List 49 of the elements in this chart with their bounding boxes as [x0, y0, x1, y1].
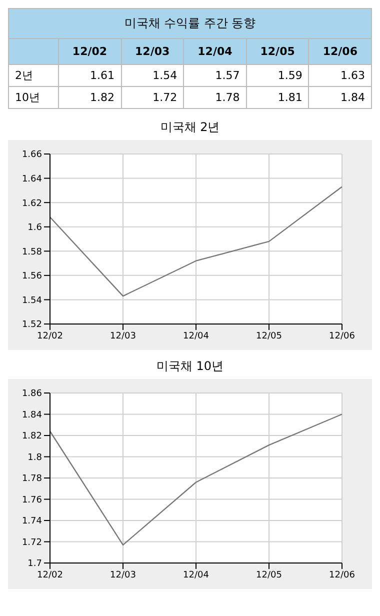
chart-title: 미국채 10년	[155, 358, 225, 375]
data-label: 1.63	[308, 64, 372, 86]
data-label: 1.78	[184, 86, 246, 108]
y-tick-label: 1.6	[28, 223, 42, 234]
y-tick-label: 1.8	[28, 452, 42, 463]
x-tick-label: 12/05	[256, 331, 282, 342]
y-tick-label: 1.72	[22, 538, 42, 548]
data-label: 1.84	[308, 86, 372, 108]
category-label: 12/05	[246, 38, 309, 64]
chart-title: 미국채 2년	[159, 119, 221, 136]
x-tick-label: 12/02	[37, 331, 63, 342]
y-tick-label: 1.74	[22, 516, 42, 527]
y-tick-label: 1.56	[22, 272, 42, 282]
x-tick-label: 12/03	[110, 570, 136, 580]
legend-label: 10년	[8, 86, 58, 108]
data-label: 1.81	[246, 86, 309, 108]
category-label: 12/04	[184, 38, 246, 64]
data-label: 1.72	[121, 86, 184, 108]
data-label: 1.59	[246, 64, 309, 86]
data-label: 1.54	[121, 64, 184, 86]
data-label: 1.57	[184, 64, 246, 86]
data-label: 1.82	[58, 86, 122, 108]
y-tick-label: 1.7	[28, 559, 42, 570]
y-tick-label: 1.86	[22, 389, 42, 400]
legend-label: 2년	[8, 64, 58, 86]
category-label: 12/02	[58, 38, 122, 64]
x-tick-label: 12/03	[110, 331, 136, 342]
y-tick-label: 1.66	[22, 150, 42, 160]
y-tick-label: 1.62	[22, 198, 42, 209]
y-tick-label: 1.76	[22, 495, 42, 506]
line-series	[49, 186, 343, 297]
y-tick-label: 1.78	[22, 474, 42, 484]
category-label: 12/03	[121, 38, 184, 64]
y-tick-label: 1.64	[22, 174, 42, 184]
text: 미국채 수익률 주간 동향	[8, 8, 372, 38]
x-tick-label: 12/02	[37, 570, 63, 580]
category-label: 12/06	[308, 38, 372, 64]
x-tick-label: 12/06	[329, 570, 356, 580]
x-tick-label: 12/06	[329, 331, 356, 342]
y-tick-label: 1.82	[22, 432, 42, 442]
y-tick-label: 1.54	[22, 296, 42, 306]
y-tick-label: 1.84	[22, 410, 42, 420]
y-tick-label: 1.58	[22, 247, 42, 258]
x-tick-label: 12/04	[183, 570, 210, 580]
data-label: 1.61	[58, 64, 122, 86]
x-tick-label: 12/05	[256, 570, 282, 580]
y-tick-label: 1.52	[22, 320, 42, 330]
x-tick-label: 12/04	[183, 331, 210, 342]
line-series	[49, 414, 343, 546]
